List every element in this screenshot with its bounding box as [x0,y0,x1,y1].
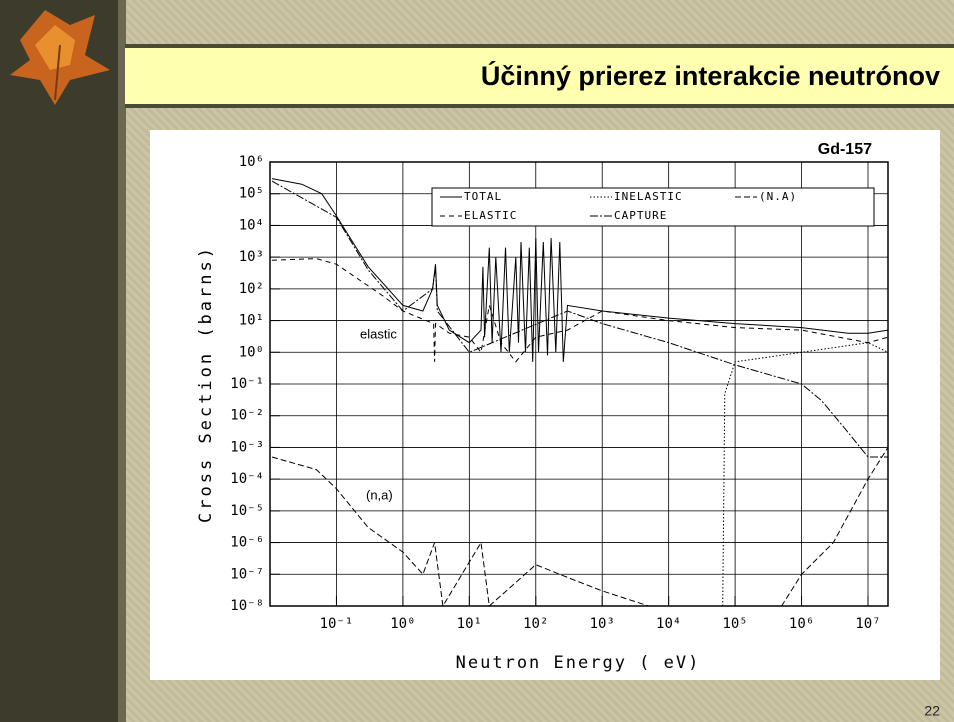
y-tick-label: 10⁵ [239,186,264,202]
x-tick-label: 10⁰ [390,616,415,632]
y-tick-label: 10⁻⁶ [230,535,264,551]
x-tick-label: 10⁻¹ [320,616,354,632]
y-tick-label: 10⁰ [239,344,264,360]
y-tick-label: 10⁻⁵ [230,503,264,519]
x-tick-label: 10¹ [457,616,482,632]
legend-label: (N.A) [759,190,797,203]
x-axis-label: Neutron Energy ( eV) [456,653,701,673]
x-tick-label: 10⁶ [789,616,814,632]
y-tick-label: 10⁻³ [230,439,264,455]
y-axis-label: Cross Section (barns) [196,245,216,523]
x-tick-label: 10⁴ [656,616,681,632]
legend-label: TOTAL [464,190,502,203]
legend-label: INELASTIC [614,190,683,203]
legend-label: ELASTIC [464,209,517,222]
chart: Účinný prierez interakcie neutrónov Gd-1… [0,0,954,722]
slide: Účinný prierez interakcie neutrónov Gd-1… [0,0,954,722]
chart-title: Gd-157 [818,141,872,158]
legend-label: CAPTURE [614,209,667,222]
y-tick-label: 10⁻⁸ [230,598,264,614]
y-tick-label: 10⁶ [239,154,264,170]
annotation: elastic [360,326,397,341]
x-tick-label: 10³ [590,616,615,632]
y-tick-label: 10¹ [239,313,264,329]
annotation: (n,a) [366,487,393,502]
page-number: 22 [924,703,940,719]
y-tick-label: 10⁴ [239,217,264,233]
x-tick-label: 10² [523,616,548,632]
slide-title: Účinný prierez interakcie neutrónov [481,60,940,91]
x-tick-label: 10⁵ [722,616,747,632]
y-tick-label: 10⁻⁷ [230,566,264,582]
x-tick-label: 10⁷ [855,616,880,632]
y-tick-label: 10² [239,281,264,297]
y-tick-label: 10⁻⁴ [230,471,264,487]
y-tick-label: 10⁻² [230,408,264,424]
y-tick-label: 10⁻¹ [230,376,264,392]
side-strip [0,0,125,722]
y-tick-label: 10³ [239,249,264,265]
side-border [118,0,126,722]
